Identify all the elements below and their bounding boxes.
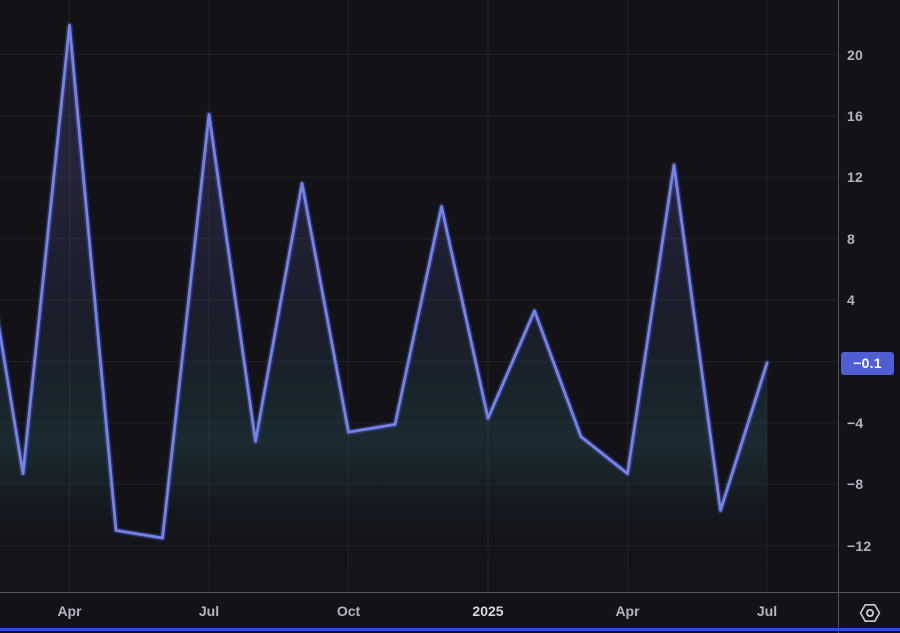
price-tick-label: −8 [847,476,864,493]
price-tick-label: 12 [847,169,863,186]
price-line[interactable] [0,23,769,540]
area-fill [0,25,767,592]
last-price-label: −0.1 [841,351,894,375]
price-tick-label: −4 [847,414,864,431]
price-tick-label: 4 [847,292,855,309]
hexagon-center-ring [865,609,874,617]
price-tick-label: −12 [847,537,872,554]
time-scale[interactable]: Apr Jul Oct 2025 Apr Jul [0,592,838,633]
price-tick-label: 8 [847,230,855,247]
price-tick-label: 20 [847,46,863,63]
time-tick-label: Apr [615,603,640,619]
chart-pane[interactable] [0,0,838,592]
price-scale[interactable]: −0.1 20 16 12 8 4 −4 −8 −12 [838,0,900,592]
time-tick-label: Oct [336,603,361,619]
hexagon-outline [859,604,880,622]
price-tick-label: 16 [847,107,863,124]
time-tick-label: Jul [756,603,778,619]
time-tick-label: 2025 [472,603,504,619]
time-tick-label: Apr [57,603,82,619]
scales-corner [838,592,900,633]
bottom-accent-bar [0,628,900,631]
time-tick-label: Jul [198,603,220,619]
hexagon-settings-icon[interactable] [857,600,883,626]
